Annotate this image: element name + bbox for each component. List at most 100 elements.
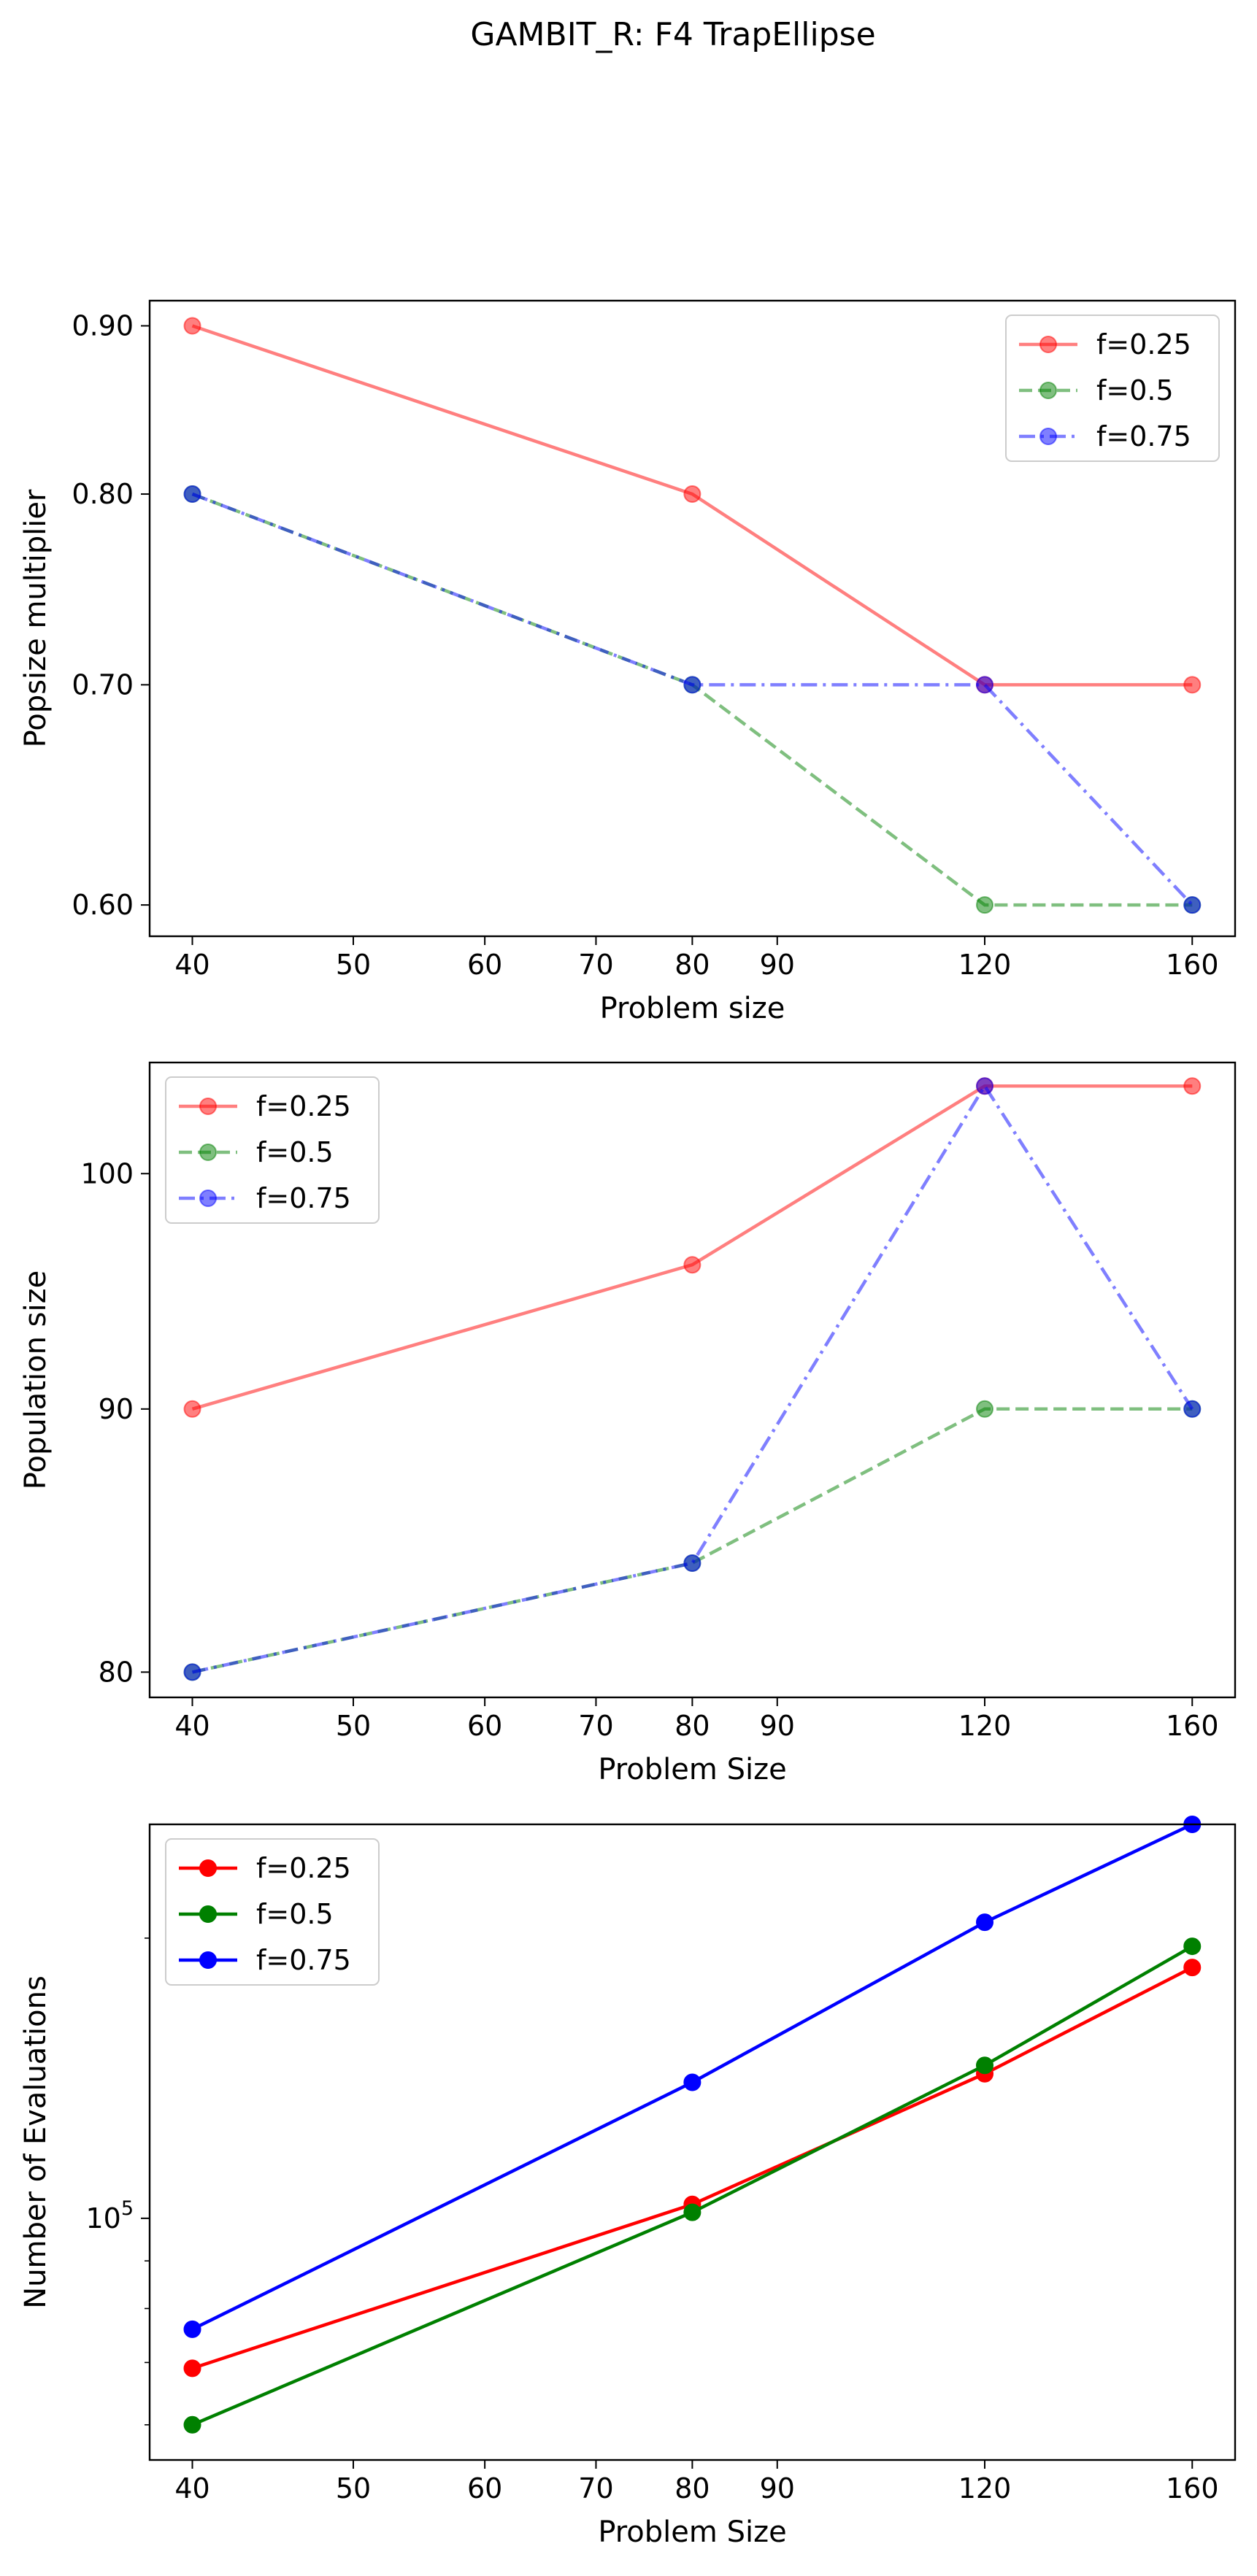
y-tick-label: 0.70 — [72, 668, 134, 701]
legend-marker — [199, 1098, 217, 1115]
data-point — [1183, 1077, 1202, 1095]
data-point — [183, 2320, 201, 2338]
legend-box — [165, 1838, 380, 1986]
legend-label: f=0.5 — [256, 1136, 334, 1168]
legend-label: f=0.5 — [256, 1898, 334, 1930]
legend-label: f=0.75 — [256, 1944, 351, 1976]
y-axis-label: Population size — [19, 1270, 53, 1489]
data-point — [683, 485, 701, 504]
x-tick-label: 90 — [760, 1710, 795, 1742]
y-tick-label: 0.90 — [72, 309, 134, 342]
chart-panel-1: 40 50 60 70 80 90 120 160 0.60 0.70 0.80 0.90 Proble… — [19, 299, 1237, 1025]
x-tick-label: 70 — [578, 949, 613, 981]
data-point — [1183, 1937, 1202, 1956]
data-point — [183, 1663, 201, 1681]
series-f-0-75 — [183, 485, 1202, 914]
series-f-0-25 — [183, 317, 1202, 694]
legend-marker — [199, 1951, 217, 1969]
charts-container: 40 50 60 70 80 90 120 160 0.60 0.70 0.80 0.90 Proble… — [19, 299, 1237, 2549]
legend-marker — [199, 1859, 217, 1877]
data-point — [976, 1400, 994, 1418]
x-tick-label: 80 — [674, 2472, 710, 2504]
legend-label: f=0.5 — [1096, 374, 1174, 406]
y-tick-label: 0.60 — [72, 889, 134, 921]
data-point — [183, 1400, 201, 1418]
x-tick-label: 70 — [578, 2472, 613, 2504]
legend-box — [1005, 315, 1220, 462]
x-tick-label: 80 — [674, 1710, 710, 1742]
data-point — [183, 317, 201, 335]
series-line — [191, 1822, 1193, 2331]
x-tick-label: 60 — [467, 1710, 502, 1742]
series-line — [191, 1945, 1193, 2426]
y-tick-label: 80 — [99, 1656, 134, 1688]
plot-frame — [148, 1061, 1237, 1699]
data-point — [1183, 896, 1202, 914]
chart-panel-2: 40 50 60 70 80 90 120 160 80 90 100 Problem Size Pop… — [19, 1061, 1237, 1786]
series-line — [191, 1084, 1193, 1411]
data-point — [976, 1077, 994, 1095]
y-axis-label: Number of Evaluations — [19, 1975, 53, 2309]
x-tick-label: 40 — [174, 2472, 210, 2504]
legend-marker — [199, 1189, 217, 1207]
legend-label: f=0.75 — [256, 1182, 351, 1214]
data-point — [683, 1554, 701, 1573]
legend: f=0.25 f=0.5 f=0.75 — [165, 1076, 380, 1224]
plot-frame — [148, 1823, 1237, 2461]
legend-label: f=0.75 — [1096, 420, 1191, 452]
x-tick-label: 40 — [174, 949, 210, 981]
data-point — [683, 1256, 701, 1274]
series-line — [192, 1407, 1193, 1674]
legend-marker — [199, 1905, 217, 1923]
x-tick-label: 120 — [958, 2472, 1012, 2504]
data-point — [683, 2073, 701, 2091]
y-tick-label: 100 — [80, 1157, 134, 1189]
series-line — [191, 324, 1193, 687]
series-f-0-75 — [183, 1816, 1202, 2338]
series-f-0-5 — [183, 1937, 1202, 2434]
x-tick-label: 90 — [760, 949, 795, 981]
x-tick-label: 80 — [674, 949, 710, 981]
data-point — [1183, 676, 1202, 694]
plot-frame — [148, 299, 1237, 938]
y-tick-label: 0.80 — [72, 478, 134, 510]
y-tick-label: 90 — [99, 1393, 134, 1425]
series-line — [191, 1966, 1193, 2370]
data-point — [683, 676, 701, 694]
series-f-0-5 — [183, 1400, 1202, 1681]
x-tick-label: 50 — [336, 949, 371, 981]
series-f-0-75 — [183, 1077, 1202, 1681]
data-point — [976, 676, 994, 694]
legend-marker — [199, 1144, 217, 1161]
legend-box — [165, 1076, 380, 1224]
x-tick-label: 60 — [467, 949, 502, 981]
x-tick-label: 90 — [760, 2472, 795, 2504]
x-tick-label: 70 — [578, 1710, 613, 1742]
data-point — [976, 1913, 994, 1932]
legend: f=0.25 f=0.5 f=0.75 — [1005, 315, 1220, 462]
legend-marker — [1039, 428, 1057, 445]
x-tick-label: 160 — [1166, 949, 1219, 981]
x-tick-label: 120 — [958, 1710, 1012, 1742]
series-line — [192, 1082, 1194, 1674]
chart-panel-3: 40 50 60 70 80 90 120 160 105 Problem Size Number … — [19, 1816, 1237, 2549]
legend-marker — [1039, 382, 1057, 399]
x-tick-label: 40 — [174, 1710, 210, 1742]
x-tick-label: 50 — [336, 2472, 371, 2504]
x-tick-label: 160 — [1166, 1710, 1219, 1742]
legend: f=0.25 f=0.5 f=0.75 — [165, 1838, 380, 1986]
legend-label: f=0.25 — [256, 1090, 351, 1122]
x-tick-label: 60 — [467, 2472, 502, 2504]
figure-title: GAMBIT_R: F4 TrapEllipse — [470, 16, 875, 53]
x-tick-label: 120 — [958, 949, 1012, 981]
legend-marker — [1039, 336, 1057, 353]
x-axis-label: Problem Size — [598, 1753, 786, 1786]
data-point — [183, 2415, 201, 2434]
legend-label: f=0.25 — [1096, 328, 1191, 360]
x-axis-label: Problem size — [600, 992, 785, 1025]
data-point — [683, 2203, 701, 2221]
data-point — [183, 485, 201, 504]
data-point — [183, 2359, 201, 2378]
x-axis-label: Problem Size — [598, 2515, 786, 2549]
series-f-0-25 — [183, 1959, 1202, 2378]
